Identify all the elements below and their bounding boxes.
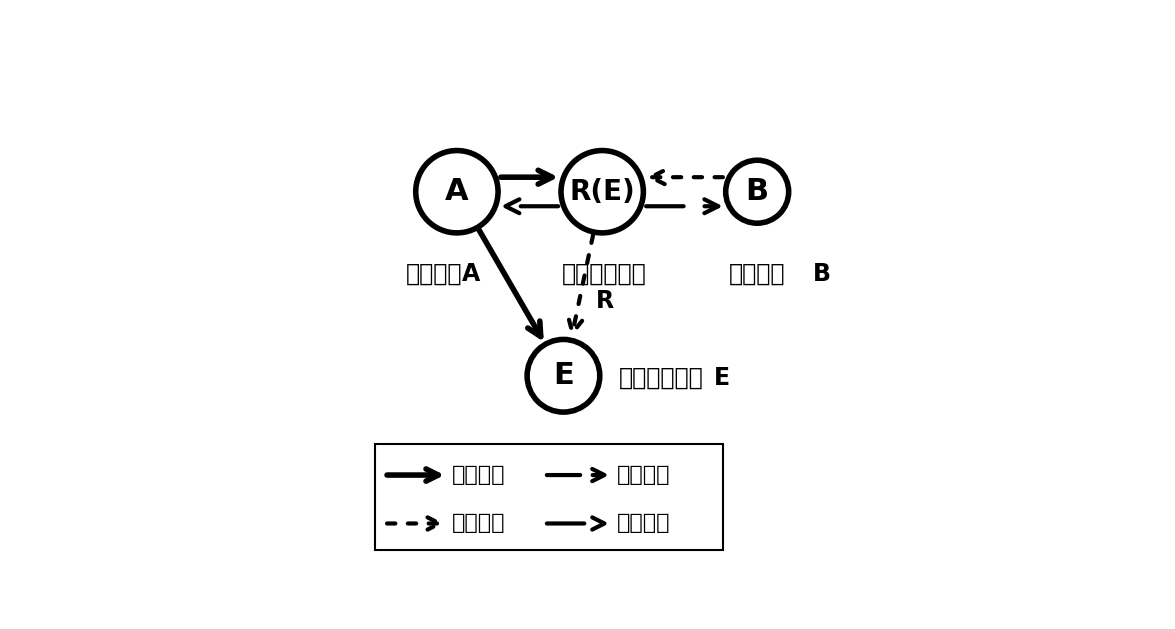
- Text: 第二阶段: 第二阶段: [452, 513, 505, 533]
- Bar: [375, 443, 724, 550]
- Text: 信源节点: 信源节点: [407, 262, 463, 286]
- Circle shape: [528, 340, 599, 412]
- Text: B: B: [813, 262, 831, 286]
- Text: 外部窃听节点: 外部窃听节点: [619, 366, 704, 390]
- Circle shape: [416, 150, 498, 233]
- Text: 第一阶段: 第一阶段: [452, 465, 505, 485]
- Text: R: R: [596, 289, 613, 313]
- Text: E: E: [553, 361, 573, 390]
- Text: 第三阶段: 第三阶段: [617, 465, 670, 485]
- Text: 内部窃听节点: 内部窃听节点: [562, 262, 647, 286]
- Text: R(E): R(E): [570, 178, 634, 206]
- Circle shape: [726, 160, 788, 223]
- Text: A: A: [462, 262, 479, 286]
- Text: 信源节点: 信源节点: [728, 262, 785, 286]
- Circle shape: [560, 150, 644, 233]
- Text: E: E: [713, 366, 730, 390]
- Text: A: A: [445, 177, 469, 206]
- Text: B: B: [746, 177, 768, 206]
- Text: 第四阶段: 第四阶段: [617, 513, 670, 533]
